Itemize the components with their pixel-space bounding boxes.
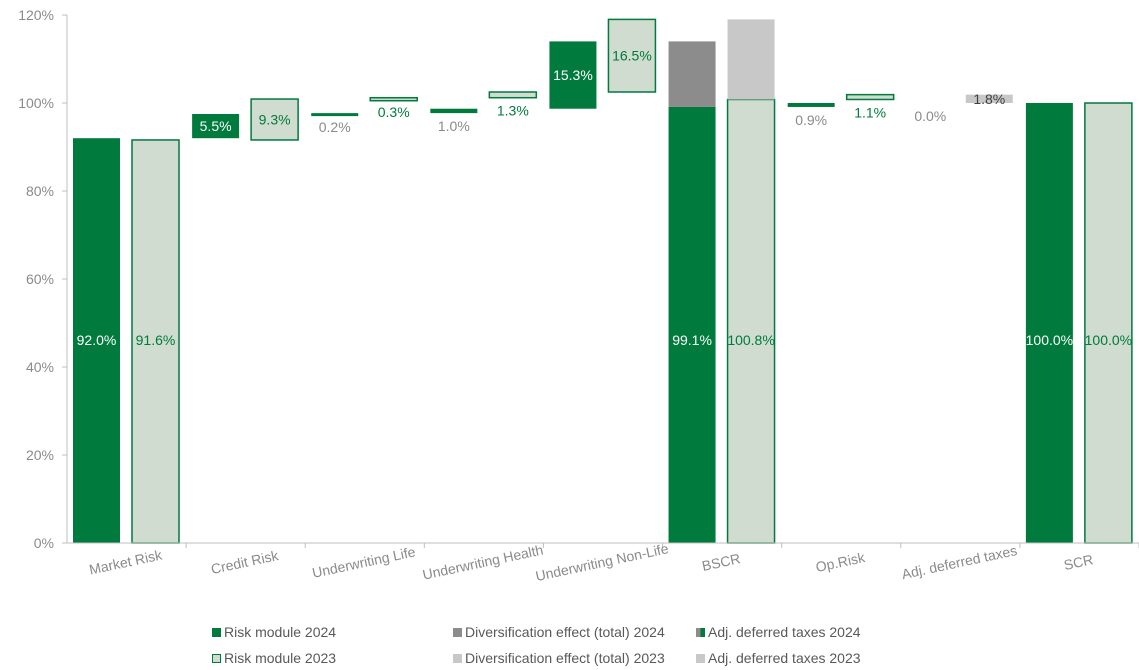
- data-label: 15.3%: [553, 67, 593, 83]
- y-tick-label: 100%: [18, 95, 54, 111]
- legend-label: Adj. deferred taxes 2024: [708, 624, 861, 640]
- legend-item-tax-2024: Adj. deferred taxes 2024: [696, 624, 861, 640]
- bar: [489, 92, 536, 98]
- x-axis: Market Risk Credit Risk Underwriting Life U…: [67, 540, 1139, 584]
- y-tick-label: 80%: [26, 183, 54, 199]
- data-label: 99.1%: [672, 332, 712, 348]
- y-axis: 0% 20% 40% 60% 80% 100% 120%: [18, 7, 67, 551]
- y-tick-label: 40%: [26, 359, 54, 375]
- x-tick-label: Underwriting Health: [421, 542, 545, 583]
- data-label: 91.6%: [136, 332, 176, 348]
- legend-label: Risk module 2024: [224, 624, 336, 640]
- bar: [1026, 103, 1073, 543]
- data-label: 100.0%: [1026, 332, 1073, 348]
- y-tick-label: 60%: [26, 271, 54, 287]
- data-label: 92.0%: [77, 332, 117, 348]
- legend-item-tax-2023: Adj. deferred taxes 2023: [696, 650, 861, 666]
- data-label: 0.2%: [319, 119, 351, 135]
- bar: [311, 113, 358, 116]
- legend-label: Diversification effect (total) 2023: [465, 650, 665, 666]
- data-label: 1.0%: [438, 118, 470, 134]
- bar: [1085, 103, 1132, 543]
- data-label: 100.8%: [727, 332, 774, 348]
- x-tick-label: Op.Risk: [814, 549, 867, 575]
- data-label: 1.3%: [497, 103, 529, 119]
- legend-item-risk-2024: Risk module 2024: [212, 624, 336, 640]
- data-label: 0.9%: [795, 112, 827, 128]
- legend-label: Diversification effect (total) 2024: [465, 624, 665, 640]
- x-tick-label: Underwriting Non-Life: [534, 540, 670, 584]
- x-tick-label: Credit Risk: [209, 547, 280, 577]
- x-tick-label: Market Risk: [88, 546, 165, 577]
- legend-item-div-2023: Diversification effect (total) 2023: [453, 650, 665, 666]
- bar: [669, 107, 716, 543]
- x-tick-label: Adj. deferred taxes: [900, 542, 1018, 582]
- chart-canvas: 0% 20% 40% 60% 80% 100% 120% 92.0% 91.6% 5.5% 9.3…: [0, 0, 1139, 620]
- bar: [728, 19, 775, 99]
- data-label: 5.5%: [200, 118, 232, 134]
- y-tick-label: 0%: [34, 535, 54, 551]
- bar: [728, 99, 775, 543]
- data-label: 0.0%: [914, 108, 946, 124]
- x-tick-label: BSCR: [700, 550, 741, 574]
- legend-label: Adj. deferred taxes 2023: [708, 650, 861, 666]
- data-labels: 92.0% 91.6% 5.5% 9.3% 0.2% 0.3% 1.0% 1.3% 15.3% 1…: [77, 48, 1132, 348]
- x-tick-label: SCR: [1062, 551, 1094, 573]
- legend-swatch: [453, 628, 462, 637]
- bar: [669, 41, 716, 107]
- legend-swatch: [212, 628, 221, 637]
- data-label: 16.5%: [612, 48, 652, 64]
- data-label: 9.3%: [259, 112, 291, 128]
- legend-swatch: [212, 654, 221, 663]
- data-label: 1.1%: [854, 104, 886, 120]
- y-tick-label: 20%: [26, 447, 54, 463]
- bar: [370, 98, 417, 101]
- data-label: 0.3%: [378, 104, 410, 120]
- legend-swatch: [696, 628, 705, 637]
- legend-swatch: [696, 654, 705, 663]
- data-label: 100.0%: [1085, 332, 1132, 348]
- chart-legend: Risk module 2024 Diversification effect …: [0, 620, 1139, 670]
- bar: [847, 95, 894, 100]
- legend-swatch: [453, 654, 462, 663]
- legend-item-div-2024: Diversification effect (total) 2024: [453, 624, 665, 640]
- bar: [430, 109, 477, 113]
- x-tick-label: Underwriting Life: [311, 543, 417, 581]
- legend-item-risk-2023: Risk module 2023: [212, 650, 336, 666]
- y-tick-label: 120%: [18, 7, 54, 23]
- legend-label: Risk module 2023: [224, 650, 336, 666]
- data-label: 1.8%: [973, 91, 1005, 107]
- bar: [788, 103, 835, 107]
